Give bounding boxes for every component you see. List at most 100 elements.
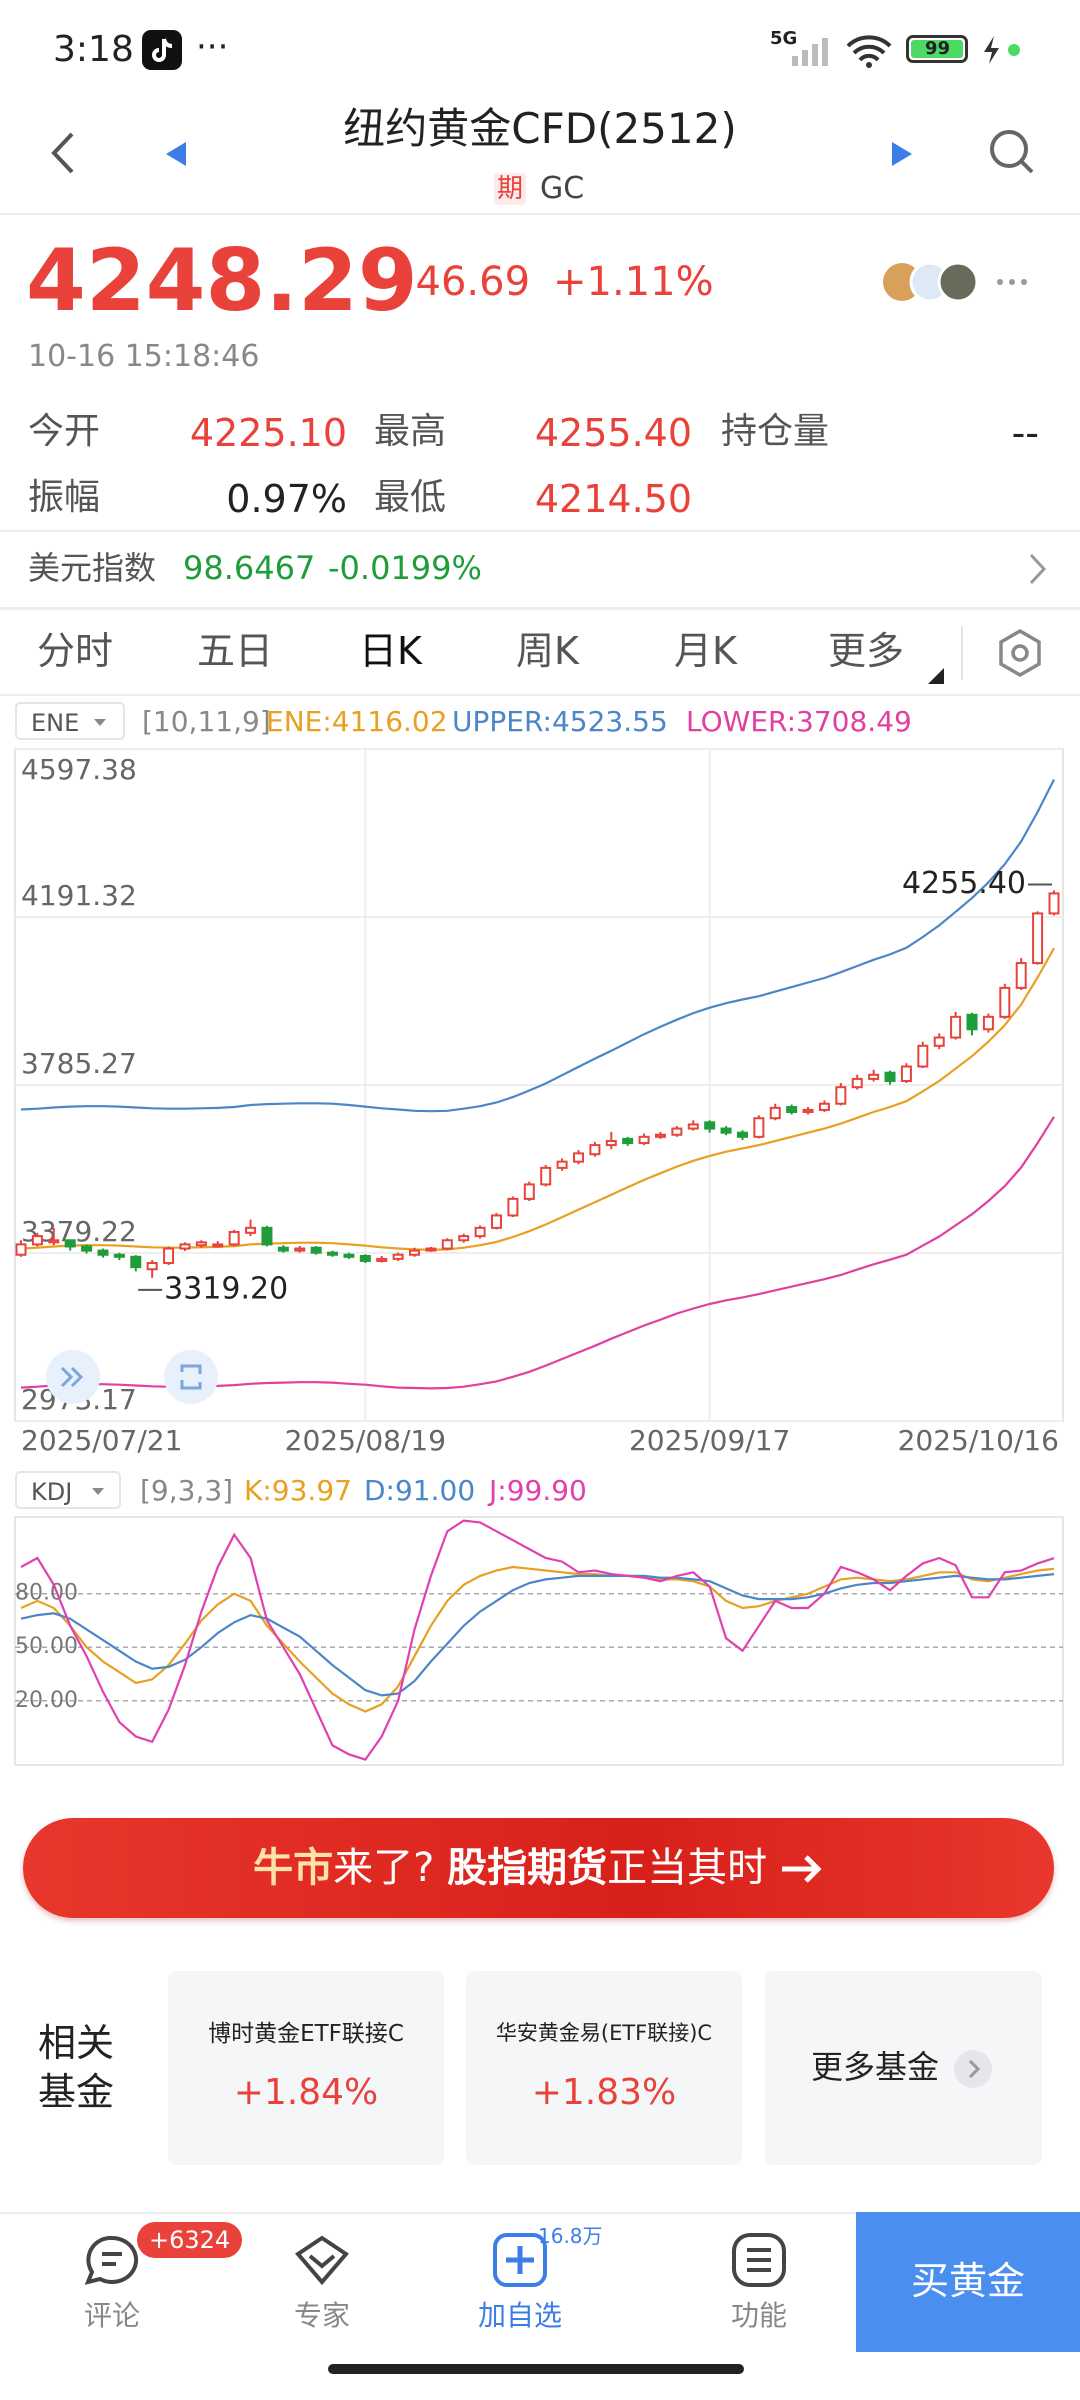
tab-selected[interactable]: 日K xyxy=(359,629,422,673)
candle-body xyxy=(966,1013,978,1031)
back-button[interactable] xyxy=(48,130,78,176)
candle-body xyxy=(261,1226,273,1246)
low-annotation: 3319.20 xyxy=(164,1271,288,1306)
indicator-select[interactable]: KDJ xyxy=(15,1471,121,1509)
candle-body xyxy=(458,1235,470,1242)
fullscreen-button[interactable] xyxy=(162,1348,220,1406)
candle-body xyxy=(113,1253,125,1258)
expand-button[interactable] xyxy=(44,1348,102,1406)
search-button[interactable] xyxy=(988,128,1036,176)
candle-body xyxy=(999,986,1011,1018)
candle-body xyxy=(687,1123,699,1130)
stat-value: -- xyxy=(1011,411,1039,455)
usd-index-label: 美元指数 xyxy=(28,549,157,587)
usd-index-change: -0.0199% xyxy=(328,549,482,587)
kdj-line xyxy=(20,1565,1055,1713)
nav-icon xyxy=(295,2235,349,2286)
plot-frame xyxy=(14,1516,1064,1766)
y-tick-label: 4597.38 xyxy=(21,753,137,786)
candle-body xyxy=(638,1135,650,1145)
app-icon xyxy=(142,30,182,70)
banner-part: 来了? xyxy=(333,1845,435,1891)
candle-body xyxy=(359,1254,371,1262)
battery: 99 xyxy=(906,35,968,63)
candle-body xyxy=(343,1253,355,1258)
y-tick-label: 80.00 xyxy=(15,1581,78,1606)
tab[interactable]: 分时 xyxy=(37,629,114,673)
status-time: 3:18 xyxy=(53,29,134,70)
candle-body xyxy=(868,1073,880,1080)
fund-card[interactable]: 博时黄金ETF联接C +1.84% xyxy=(168,1971,444,2165)
tab[interactable]: 更多 xyxy=(828,629,905,673)
candle-body xyxy=(507,1197,519,1217)
funds-title: 相关 xyxy=(38,2021,115,2065)
banner-arrow xyxy=(781,1855,822,1883)
nav-label[interactable]: 功能 xyxy=(730,2299,787,2332)
divider xyxy=(0,530,1080,532)
tab-divider xyxy=(961,626,963,680)
candle-body xyxy=(48,1239,60,1244)
more-funds: 更多基金 xyxy=(811,2048,940,2086)
home-indicator xyxy=(328,2364,744,2374)
chevron[interactable] xyxy=(1028,552,1048,586)
nav-icon xyxy=(84,2235,139,2285)
indicator-name: ENE xyxy=(31,709,80,737)
charts: 4597.384191.323785.273379.222973.172025/… xyxy=(14,748,1064,1766)
prev-button[interactable] xyxy=(164,140,188,168)
more-funds-card[interactable]: 更多基金 xyxy=(765,1971,1042,2165)
candle-body xyxy=(195,1241,207,1247)
funds-title: 基金 xyxy=(38,2070,115,2114)
candle-body xyxy=(753,1117,765,1138)
nav-label[interactable]: 加自选 xyxy=(477,2299,562,2332)
candle-body xyxy=(835,1086,847,1105)
candle-body xyxy=(736,1131,748,1138)
banner-part: 正当其时 xyxy=(607,1845,768,1891)
x-tick-label: 2025/07/21 xyxy=(21,1424,182,1457)
candle-body xyxy=(802,1108,814,1114)
stat-label: 最低 xyxy=(374,477,447,518)
candle-body xyxy=(31,1235,43,1246)
tab-dropdown xyxy=(928,668,944,684)
indicator-line xyxy=(20,947,1055,1251)
next-button[interactable] xyxy=(890,140,914,168)
promo-banner[interactable]: 牛市来了? 股指期货正当其时 xyxy=(23,1818,1054,1918)
candle-body xyxy=(327,1251,339,1256)
candle-body xyxy=(376,1257,388,1262)
comment-badge: +6324 xyxy=(137,2222,243,2258)
nav-label[interactable]: 专家 xyxy=(293,2299,350,2332)
candle-body xyxy=(769,1106,781,1120)
fund-card[interactable]: 华安黄金易(ETF联接)C +1.83% xyxy=(466,1971,742,2165)
y-tick-label: 4191.32 xyxy=(21,879,137,912)
tab[interactable]: 月K xyxy=(674,629,737,673)
candle-body xyxy=(179,1243,191,1250)
tab[interactable]: 周K xyxy=(516,629,579,673)
tab[interactable]: 五日 xyxy=(197,629,274,673)
fund-change: +1.83% xyxy=(531,2072,677,2113)
candle-body xyxy=(294,1247,306,1252)
stat-label: 振幅 xyxy=(28,477,101,518)
candle-body xyxy=(933,1036,945,1047)
candle-body xyxy=(950,1015,962,1039)
fund-name: 华安黄金易(ETF联接)C xyxy=(495,2021,713,2045)
candle-body xyxy=(228,1230,240,1246)
candle-body xyxy=(163,1247,175,1265)
nav-icon xyxy=(732,2233,786,2287)
avatars[interactable] xyxy=(880,260,1030,304)
candle-body xyxy=(212,1243,224,1248)
stat-value: 4214.50 xyxy=(534,477,692,521)
nav-label[interactable]: 评论 xyxy=(84,2299,141,2332)
x-tick-label: 2025/08/19 xyxy=(285,1424,446,1457)
candle-body xyxy=(64,1239,76,1248)
price-change: +46.69 xyxy=(382,259,531,305)
candle-body xyxy=(277,1246,289,1252)
banner-text: 牛市来了? 股指期货正当其时 xyxy=(23,1848,1054,1888)
buy-button[interactable]: 买黄金 xyxy=(856,2212,1080,2352)
stat-label: 持仓量 xyxy=(721,411,830,452)
settings-button[interactable] xyxy=(997,628,1043,678)
candle-body xyxy=(818,1102,830,1111)
candle-body xyxy=(146,1262,158,1271)
indicator-select[interactable]: ENE xyxy=(15,702,125,740)
candle-body xyxy=(491,1214,503,1229)
indicator-line xyxy=(20,779,1055,1113)
symbol-code: GC xyxy=(540,171,585,206)
